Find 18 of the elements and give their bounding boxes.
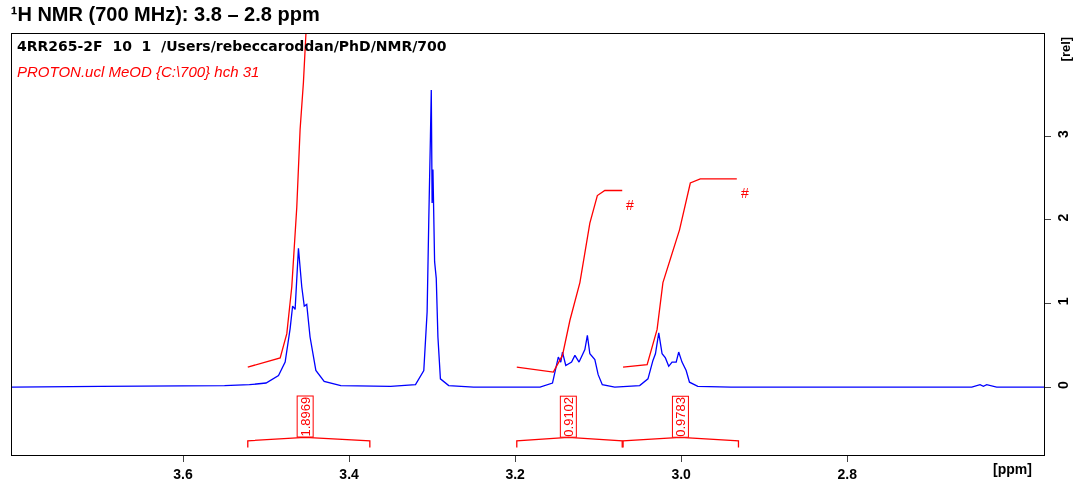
- y-tick-label: 3: [1054, 129, 1071, 138]
- y-tick-label: 2: [1054, 213, 1071, 222]
- y-tick-label: 1: [1054, 297, 1071, 306]
- x-tick-label: 3.2: [505, 465, 526, 482]
- annotation: 1.8969: [297, 396, 313, 437]
- chart-title: ¹H NMR (700 MHz): 3.8 – 2.8 ppm: [10, 3, 320, 26]
- annotation: PROTON.ucl MeOD {C:\700} hch 31: [17, 63, 260, 80]
- x-tick-label: 3.4: [339, 465, 360, 482]
- x-tick-label: 3.0: [671, 465, 692, 482]
- x-axis-title: [ppm]: [993, 461, 1032, 477]
- x-tick-label: 3.6: [173, 465, 193, 482]
- annotation: 0.9783: [672, 397, 688, 437]
- annotation: 0.9102: [560, 396, 576, 437]
- x-tick-label: 2.8: [837, 465, 858, 482]
- annotation: #: [741, 185, 749, 201]
- y-tick-label: 0: [1054, 381, 1071, 389]
- y-axis-title: [rel]: [1058, 36, 1074, 62]
- annotation: #: [626, 197, 634, 213]
